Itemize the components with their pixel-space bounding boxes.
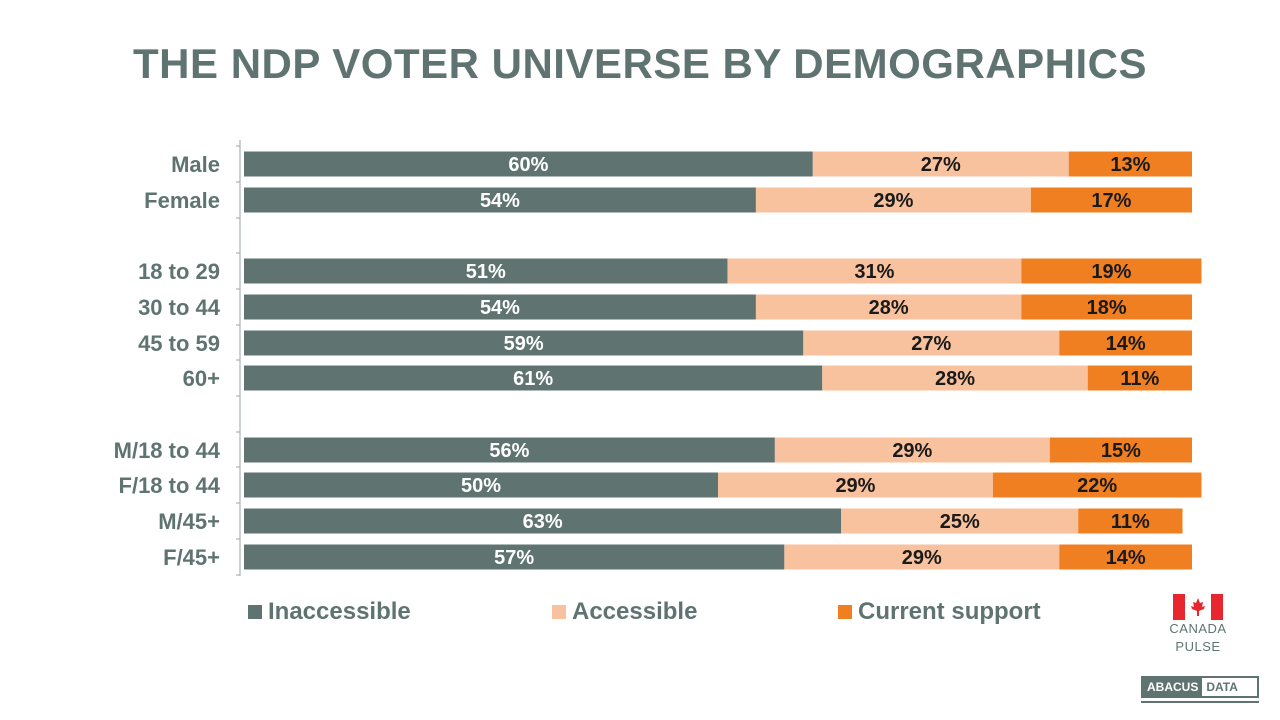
bar-inaccessible-45-to-59 [244, 330, 804, 356]
bar-inaccessible-female [244, 187, 756, 213]
data-label-accessible-45-to-59: 27% [911, 333, 951, 355]
legend-item-current-support: Current support [838, 598, 1041, 626]
data-label-accessible-60: 28% [935, 368, 975, 390]
abacus-data-logo: ABACUS DATA [1141, 676, 1259, 704]
data-label-accessible-male: 27% [921, 154, 961, 176]
canada-pulse-brand: CANADA PULSE [1150, 594, 1246, 656]
category-label-female: Female [144, 188, 220, 213]
legend-label-current-support: Current support [858, 598, 1041, 625]
legend-label-accessible: Accessible [572, 598, 698, 625]
chart-title: THE NDP VOTER UNIVERSE BY DEMOGRAPHICS [133, 40, 1147, 87]
legend-item-accessible: Accessible [552, 598, 697, 626]
bar-current-support-f-45 [1059, 544, 1192, 570]
legend: Inaccessible Accessible Current support [248, 598, 1128, 628]
data-label-current-support-45-to-59: 14% [1106, 333, 1146, 355]
bar-accessible-female [755, 187, 1031, 213]
bar-current-support-female [1030, 187, 1192, 213]
bar-accessible-30-to-44 [755, 294, 1022, 320]
data-label-current-support-male: 13% [1110, 154, 1150, 176]
data-label-accessible-f-45: 29% [902, 547, 942, 569]
category-label-f-18-to-44: F/18 to 44 [119, 473, 221, 498]
bar-accessible-m-18-to-44 [774, 437, 1050, 463]
legend-swatch-inaccessible [248, 605, 262, 619]
bar-accessible-f-45 [784, 544, 1060, 570]
bar-inaccessible-30-to-44 [244, 294, 756, 320]
bar-accessible-f-18-to-44 [718, 472, 993, 498]
data-label-inaccessible-male: 60% [508, 154, 548, 176]
data-label-current-support-female: 17% [1091, 190, 1131, 212]
abacus-logo-rule [1141, 701, 1259, 703]
category-label-f-45: F/45+ [163, 545, 220, 570]
bar-inaccessible-18-to-29 [244, 258, 728, 284]
bar-current-support-18-to-29 [1021, 258, 1202, 284]
bar-accessible-60 [822, 365, 1088, 391]
category-label-m-18-to-44: M/18 to 44 [114, 438, 221, 463]
data-label-current-support-18-to-29: 19% [1091, 261, 1131, 283]
data-label-current-support-m-18-to-44: 15% [1101, 440, 1141, 462]
stacked-bar-chart: Male 60% 27% 13% Female 54% 29% 17% 18 to 29 51% 3… [114, 140, 1202, 576]
data-label-current-support-f-45: 14% [1106, 547, 1146, 569]
bar-current-support-male [1068, 151, 1192, 177]
data-label-accessible-female: 29% [873, 190, 913, 212]
data-label-current-support-30-to-44: 18% [1087, 297, 1127, 319]
abacus-logo-left: ABACUS [1143, 678, 1203, 696]
abacus-logo-right: DATA [1206, 680, 1238, 694]
bar-current-support-f-18-to-44 [992, 472, 1202, 498]
bar-inaccessible-m-45 [244, 508, 842, 534]
data-label-inaccessible-f-45: 57% [494, 547, 534, 569]
data-label-accessible-f-18-to-44: 29% [835, 475, 875, 497]
data-label-inaccessible-f-18-to-44: 50% [461, 475, 501, 497]
bar-accessible-18-to-29 [727, 258, 1022, 284]
bar-current-support-m-18-to-44 [1049, 437, 1192, 463]
legend-label-inaccessible: Inaccessible [268, 598, 411, 625]
canada-flag-icon [1173, 594, 1223, 620]
bar-current-support-30-to-44 [1021, 294, 1192, 320]
bar-inaccessible-f-18-to-44 [244, 472, 718, 498]
bar-inaccessible-m-18-to-44 [244, 437, 775, 463]
legend-swatch-accessible [552, 605, 566, 619]
data-label-current-support-m-45: 11% [1111, 511, 1150, 533]
data-label-inaccessible-m-45: 63% [523, 511, 563, 533]
category-label-60: 60+ [183, 366, 220, 391]
brand-line-canada: CANADA [1169, 621, 1227, 636]
data-label-accessible-m-45: 25% [940, 511, 980, 533]
bar-accessible-m-45 [841, 508, 1079, 534]
brand-line-pulse: PULSE [1175, 639, 1221, 654]
category-label-m-45: M/45+ [158, 509, 220, 534]
data-label-inaccessible-60: 61% [513, 368, 553, 390]
bar-inaccessible-f-45 [244, 544, 785, 570]
bar-inaccessible-male [244, 151, 813, 177]
data-label-inaccessible-female: 54% [480, 190, 520, 212]
bar-accessible-male [812, 151, 1069, 177]
data-label-accessible-30-to-44: 28% [869, 297, 909, 319]
data-label-current-support-60: 11% [1120, 368, 1159, 390]
data-label-accessible-18-to-29: 31% [854, 261, 894, 283]
data-label-inaccessible-30-to-44: 54% [480, 297, 520, 319]
data-label-inaccessible-45-to-59: 59% [504, 333, 544, 355]
bar-current-support-m-45 [1078, 508, 1183, 534]
bar-inaccessible-60 [244, 365, 823, 391]
category-label-30-to-44: 30 to 44 [138, 295, 221, 320]
bar-accessible-45-to-59 [803, 330, 1060, 356]
bar-current-support-60 [1087, 365, 1192, 391]
data-label-inaccessible-18-to-29: 51% [466, 261, 506, 283]
legend-swatch-current-support [838, 605, 852, 619]
data-label-current-support-f-18-to-44: 22% [1077, 475, 1117, 497]
bar-current-support-45-to-59 [1059, 330, 1192, 356]
category-label-45-to-59: 45 to 59 [138, 331, 220, 356]
category-label-male: Male [171, 152, 220, 177]
data-label-accessible-m-18-to-44: 29% [892, 440, 932, 462]
legend-item-inaccessible: Inaccessible [248, 598, 411, 626]
data-label-inaccessible-m-18-to-44: 56% [489, 440, 529, 462]
category-label-18-to-29: 18 to 29 [138, 259, 220, 284]
